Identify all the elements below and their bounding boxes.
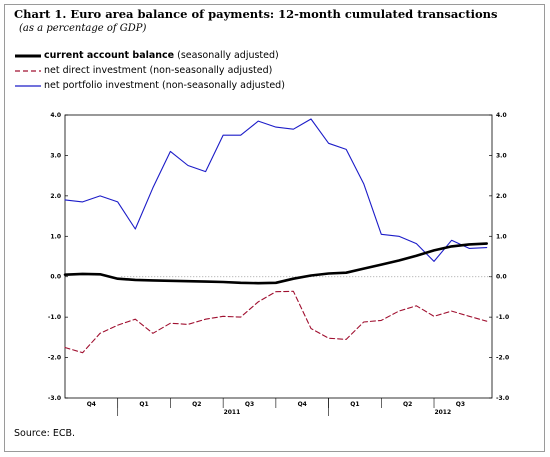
- x-quarter-label: Q4: [87, 401, 96, 408]
- legend-swatch-portfolio-investment: [15, 84, 41, 87]
- chart-frame: [4, 4, 545, 452]
- chart-title: Chart 1. Euro area balance of payments: …: [14, 7, 498, 21]
- chart-subtitle: (as a percentage of GDP): [19, 23, 147, 34]
- x-quarter-label: Q3: [245, 401, 254, 408]
- y-tick-label-right: 0.0: [496, 274, 507, 281]
- x-quarter-label: Q2: [192, 401, 201, 408]
- y-tick-label-right: -1.0: [496, 314, 509, 321]
- legend-label: net direct investment: [44, 65, 147, 76]
- y-tick-label-left: 2.0: [50, 193, 61, 200]
- source-note: Source: ECB.: [14, 428, 76, 439]
- x-quarter-label: Q3: [456, 401, 465, 408]
- y-tick-label-right: 1.0: [496, 233, 507, 240]
- y-tick-label-right: -3.0: [496, 395, 509, 402]
- series-current-account: [63, 242, 489, 285]
- legend-qualifier: (non-seasonally adjusted): [149, 65, 273, 76]
- y-tick-label-left: -1.0: [48, 314, 61, 321]
- x-quarter-label: Q1: [350, 401, 359, 408]
- x-quarter-label: Q2: [403, 401, 412, 408]
- legend-qualifier: (seasonally adjusted): [177, 50, 279, 61]
- x-year-label: 2012: [434, 409, 451, 416]
- x-quarter-label: Q4: [298, 401, 307, 408]
- x-year-label: 2011: [224, 409, 241, 416]
- plot-area: [64, 114, 493, 399]
- y-tick-label-left: 1.0: [50, 233, 61, 240]
- chart-legend: current account balance (seasonally adju…: [14, 48, 285, 93]
- y-tick-label-right: 3.0: [496, 152, 507, 159]
- y-tick-label-left: 3.0: [50, 152, 61, 159]
- legend-qualifier: (non-seasonally adjusted): [162, 80, 285, 91]
- legend-label: net portfolio investment: [44, 80, 159, 91]
- y-tick-label-left: 0.0: [50, 274, 61, 281]
- y-tick-label-right: 2.0: [496, 193, 507, 200]
- series-portfolio-investment: [64, 118, 488, 262]
- legend-swatch-direct-investment: [15, 69, 41, 72]
- y-tick-label-right: -2.0: [496, 355, 509, 362]
- y-tick-label-left: -3.0: [48, 395, 61, 402]
- legend-label: current account balance: [44, 50, 175, 61]
- y-tick-label-right: 4.0: [496, 112, 507, 119]
- x-quarter-label: Q1: [139, 401, 148, 408]
- legend-swatch-current-account: [15, 54, 41, 57]
- legend-item-portfolio-investment: net portfolio investment (non-seasonally…: [14, 78, 285, 93]
- y-tick-label-left: 4.0: [50, 112, 61, 119]
- legend-item-current-account: current account balance (seasonally adju…: [14, 48, 285, 63]
- y-tick-label-left: -2.0: [48, 355, 61, 362]
- series-direct-investment: [64, 290, 488, 354]
- legend-item-direct-investment: net direct investment (non-seasonally ad…: [14, 63, 285, 78]
